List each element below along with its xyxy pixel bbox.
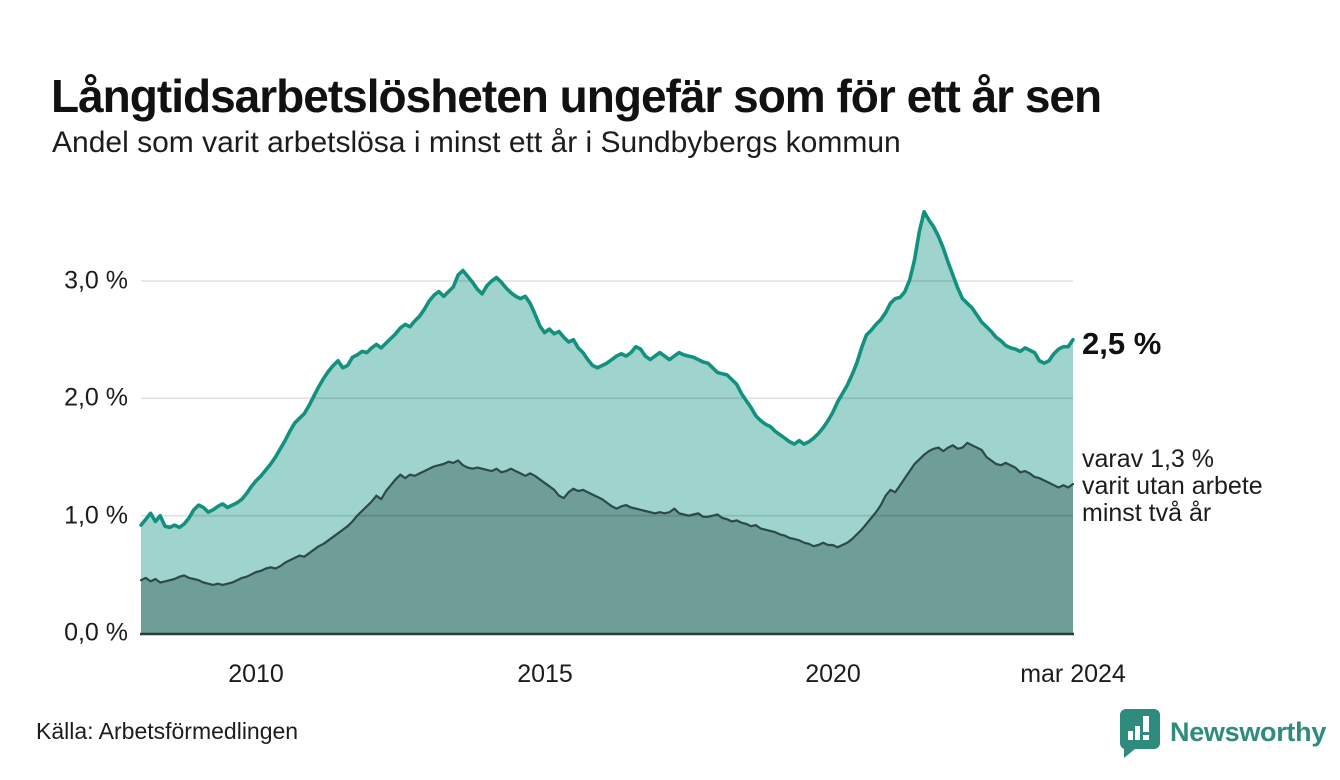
secondary-value-line3: minst två år	[1082, 499, 1212, 527]
newsworthy-logo-text: Newsworthy	[1170, 716, 1327, 747]
line-unemployed-2yr	[139, 441, 1075, 586]
latest-value-label: 2,5 %	[1082, 326, 1162, 361]
line-unemployed-1yr	[139, 210, 1075, 530]
newsworthy-logo: Newsworthy	[1117, 704, 1327, 760]
page-subtitle: Andel som varit arbetslösa i minst ett å…	[52, 126, 901, 159]
newsworthy-logo-icon	[1119, 709, 1160, 758]
area-unemployed-2yr	[141, 442, 1073, 633]
x-tick-2015: 2015	[517, 660, 573, 688]
y-tick-3: 3,0 %	[64, 266, 128, 295]
secondary-value-line2: varit utan arbete	[1082, 472, 1263, 500]
y-tick-1: 1,0 %	[64, 501, 128, 530]
x-tick-2020: 2020	[805, 660, 861, 688]
page-title: Långtidsarbetslösheten ungefär som för e…	[51, 69, 1102, 122]
gridlines	[141, 280, 1073, 517]
x-tick-mar2024: mar 2024	[1020, 660, 1126, 688]
y-tick-2: 2,0 %	[64, 383, 128, 412]
x-tick-2010: 2010	[228, 660, 284, 688]
secondary-value-line1: varav 1,3 %	[1082, 445, 1215, 473]
source-note: Källa: Arbetsförmedlingen	[36, 718, 299, 744]
secondary-value-label: varav 1,3 % varit utan arbete minst två …	[1082, 446, 1263, 527]
y-tick-0: 0,0 %	[64, 618, 128, 647]
